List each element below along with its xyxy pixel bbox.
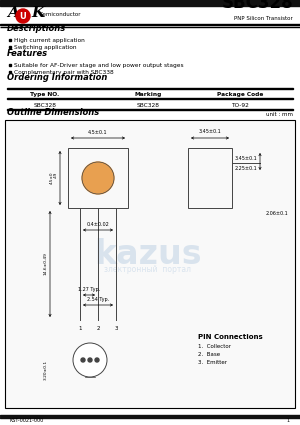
Text: 3.45±0.1: 3.45±0.1 bbox=[235, 156, 258, 161]
Bar bbox=[7, 98, 293, 99]
Text: 2: 2 bbox=[96, 326, 100, 331]
Text: 3.20±0.1: 3.20±0.1 bbox=[44, 360, 48, 380]
Text: Marking: Marking bbox=[134, 91, 162, 96]
Circle shape bbox=[88, 358, 92, 362]
Text: U: U bbox=[20, 11, 26, 20]
Bar bbox=[7, 88, 293, 89]
Bar bbox=[7, 109, 293, 110]
Text: 2.06±0.1: 2.06±0.1 bbox=[266, 210, 289, 215]
Text: High current application: High current application bbox=[14, 37, 85, 42]
Text: 1: 1 bbox=[287, 418, 290, 423]
Text: 1: 1 bbox=[78, 326, 82, 331]
Text: 1.27 Typ.: 1.27 Typ. bbox=[78, 287, 100, 292]
Text: злектронный  портал: злектронный портал bbox=[104, 266, 191, 275]
Text: 0.4±0.02: 0.4±0.02 bbox=[87, 222, 110, 227]
Circle shape bbox=[16, 9, 30, 23]
Bar bbox=[0, 416, 300, 418]
Text: Descriptions: Descriptions bbox=[7, 24, 66, 33]
Circle shape bbox=[95, 358, 99, 362]
Text: TO-92: TO-92 bbox=[231, 102, 249, 108]
Text: Complementary pair with SBC338: Complementary pair with SBC338 bbox=[14, 70, 114, 74]
Text: 3.45±0.1: 3.45±0.1 bbox=[199, 129, 221, 134]
Text: Outline Dimensions: Outline Dimensions bbox=[7, 108, 99, 117]
Text: Semiconductor: Semiconductor bbox=[40, 11, 82, 17]
Circle shape bbox=[81, 358, 85, 362]
Text: SBC328: SBC328 bbox=[34, 102, 56, 108]
Text: kazus: kazus bbox=[94, 238, 202, 272]
Text: SBC328: SBC328 bbox=[136, 102, 160, 108]
Text: 2.54 Typ.: 2.54 Typ. bbox=[87, 297, 109, 302]
Bar bbox=[0, 414, 300, 416]
Text: 1.  Collector: 1. Collector bbox=[198, 344, 231, 349]
Text: unit : mm: unit : mm bbox=[266, 112, 293, 117]
Text: K: K bbox=[31, 6, 44, 20]
Text: PNP Silicon Transistor: PNP Silicon Transistor bbox=[234, 16, 293, 21]
Text: Type NO.: Type NO. bbox=[30, 91, 60, 96]
Text: 2.  Base: 2. Base bbox=[198, 352, 220, 357]
Bar bbox=[188, 148, 232, 208]
Text: 4.5±0
.49: 4.5±0 .49 bbox=[50, 172, 58, 184]
Circle shape bbox=[73, 343, 107, 377]
Bar bbox=[5, 120, 295, 408]
Text: 2.25±0.1: 2.25±0.1 bbox=[235, 165, 258, 170]
Bar bbox=[68, 148, 128, 208]
Text: KST-0021-000: KST-0021-000 bbox=[10, 418, 44, 423]
Bar bbox=[0, 26, 300, 27]
Text: 3.  Emitter: 3. Emitter bbox=[198, 360, 227, 365]
Bar bbox=[0, 0, 300, 6]
Text: Ordering Information: Ordering Information bbox=[7, 73, 107, 82]
Text: 14.6±0.49: 14.6±0.49 bbox=[44, 252, 48, 275]
Text: 4.5±0.1: 4.5±0.1 bbox=[88, 130, 108, 135]
Text: Features: Features bbox=[7, 49, 48, 58]
Text: Package Code: Package Code bbox=[217, 91, 263, 96]
Text: 3: 3 bbox=[114, 326, 118, 331]
Text: SBC328: SBC328 bbox=[221, 0, 293, 12]
Bar bbox=[0, 24, 300, 25]
Circle shape bbox=[82, 162, 114, 194]
Text: A: A bbox=[7, 6, 19, 20]
Text: PIN Connections: PIN Connections bbox=[198, 334, 263, 340]
Text: Suitable for AF-Driver stage and low power output stages: Suitable for AF-Driver stage and low pow… bbox=[14, 62, 184, 68]
Text: Switching application: Switching application bbox=[14, 45, 76, 49]
